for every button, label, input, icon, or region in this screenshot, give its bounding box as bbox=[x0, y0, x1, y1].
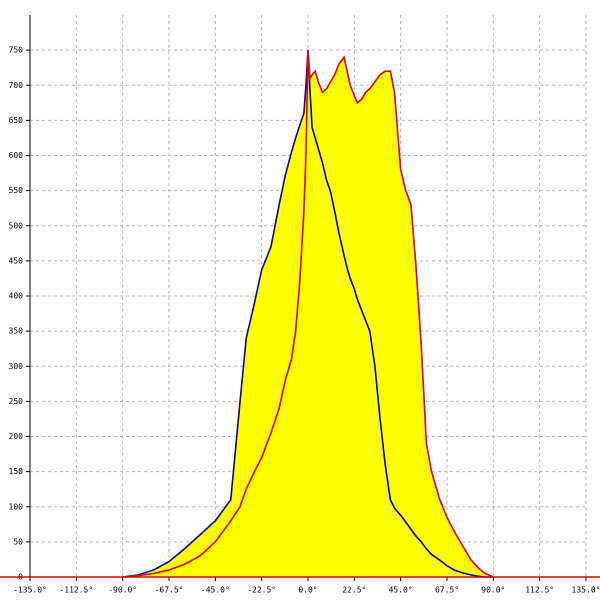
line bbox=[122, 50, 494, 578]
y-tick-label: 100 bbox=[9, 502, 24, 511]
x-tick-label: -22.5° bbox=[247, 586, 276, 595]
y-tick-label: 250 bbox=[9, 397, 24, 406]
x-tick-label: -45.0° bbox=[201, 586, 230, 595]
x-tick-label: -135.0° bbox=[13, 586, 47, 595]
y-tick-label: 550 bbox=[9, 186, 24, 195]
x-tick-label: 0.0° bbox=[298, 586, 317, 595]
x-tick-label: 45.0° bbox=[389, 586, 413, 595]
y-tick-label: 400 bbox=[9, 292, 24, 301]
y-tick-label: 200 bbox=[9, 432, 24, 441]
y-tick-label: 50 bbox=[13, 537, 23, 546]
y-tick-label: 150 bbox=[9, 467, 24, 476]
y-tick-label: 450 bbox=[9, 256, 24, 265]
y-tick-label: 500 bbox=[9, 221, 24, 230]
y-tick-label: 700 bbox=[9, 81, 24, 90]
y-tick-label: 350 bbox=[9, 327, 24, 336]
x-tick-label: 22.5° bbox=[342, 586, 366, 595]
x-tick-label: -112.5° bbox=[59, 586, 93, 595]
x-tick-label: 90.0° bbox=[481, 586, 505, 595]
y-tick-label: 650 bbox=[9, 116, 24, 125]
y-tick-label: 300 bbox=[9, 362, 24, 371]
x-tick-label: -90.0° bbox=[108, 586, 137, 595]
y-tick-label: 600 bbox=[9, 151, 24, 160]
x-tick-label: 112.5° bbox=[525, 586, 554, 595]
y-tick-label: 750 bbox=[9, 46, 24, 55]
x-tick-label: 67.5° bbox=[435, 586, 459, 595]
line bbox=[122, 50, 494, 578]
x-tick-label: 135.0° bbox=[572, 586, 600, 595]
x-tick-label: -67.5° bbox=[155, 586, 184, 595]
area-fill bbox=[122, 50, 494, 577]
